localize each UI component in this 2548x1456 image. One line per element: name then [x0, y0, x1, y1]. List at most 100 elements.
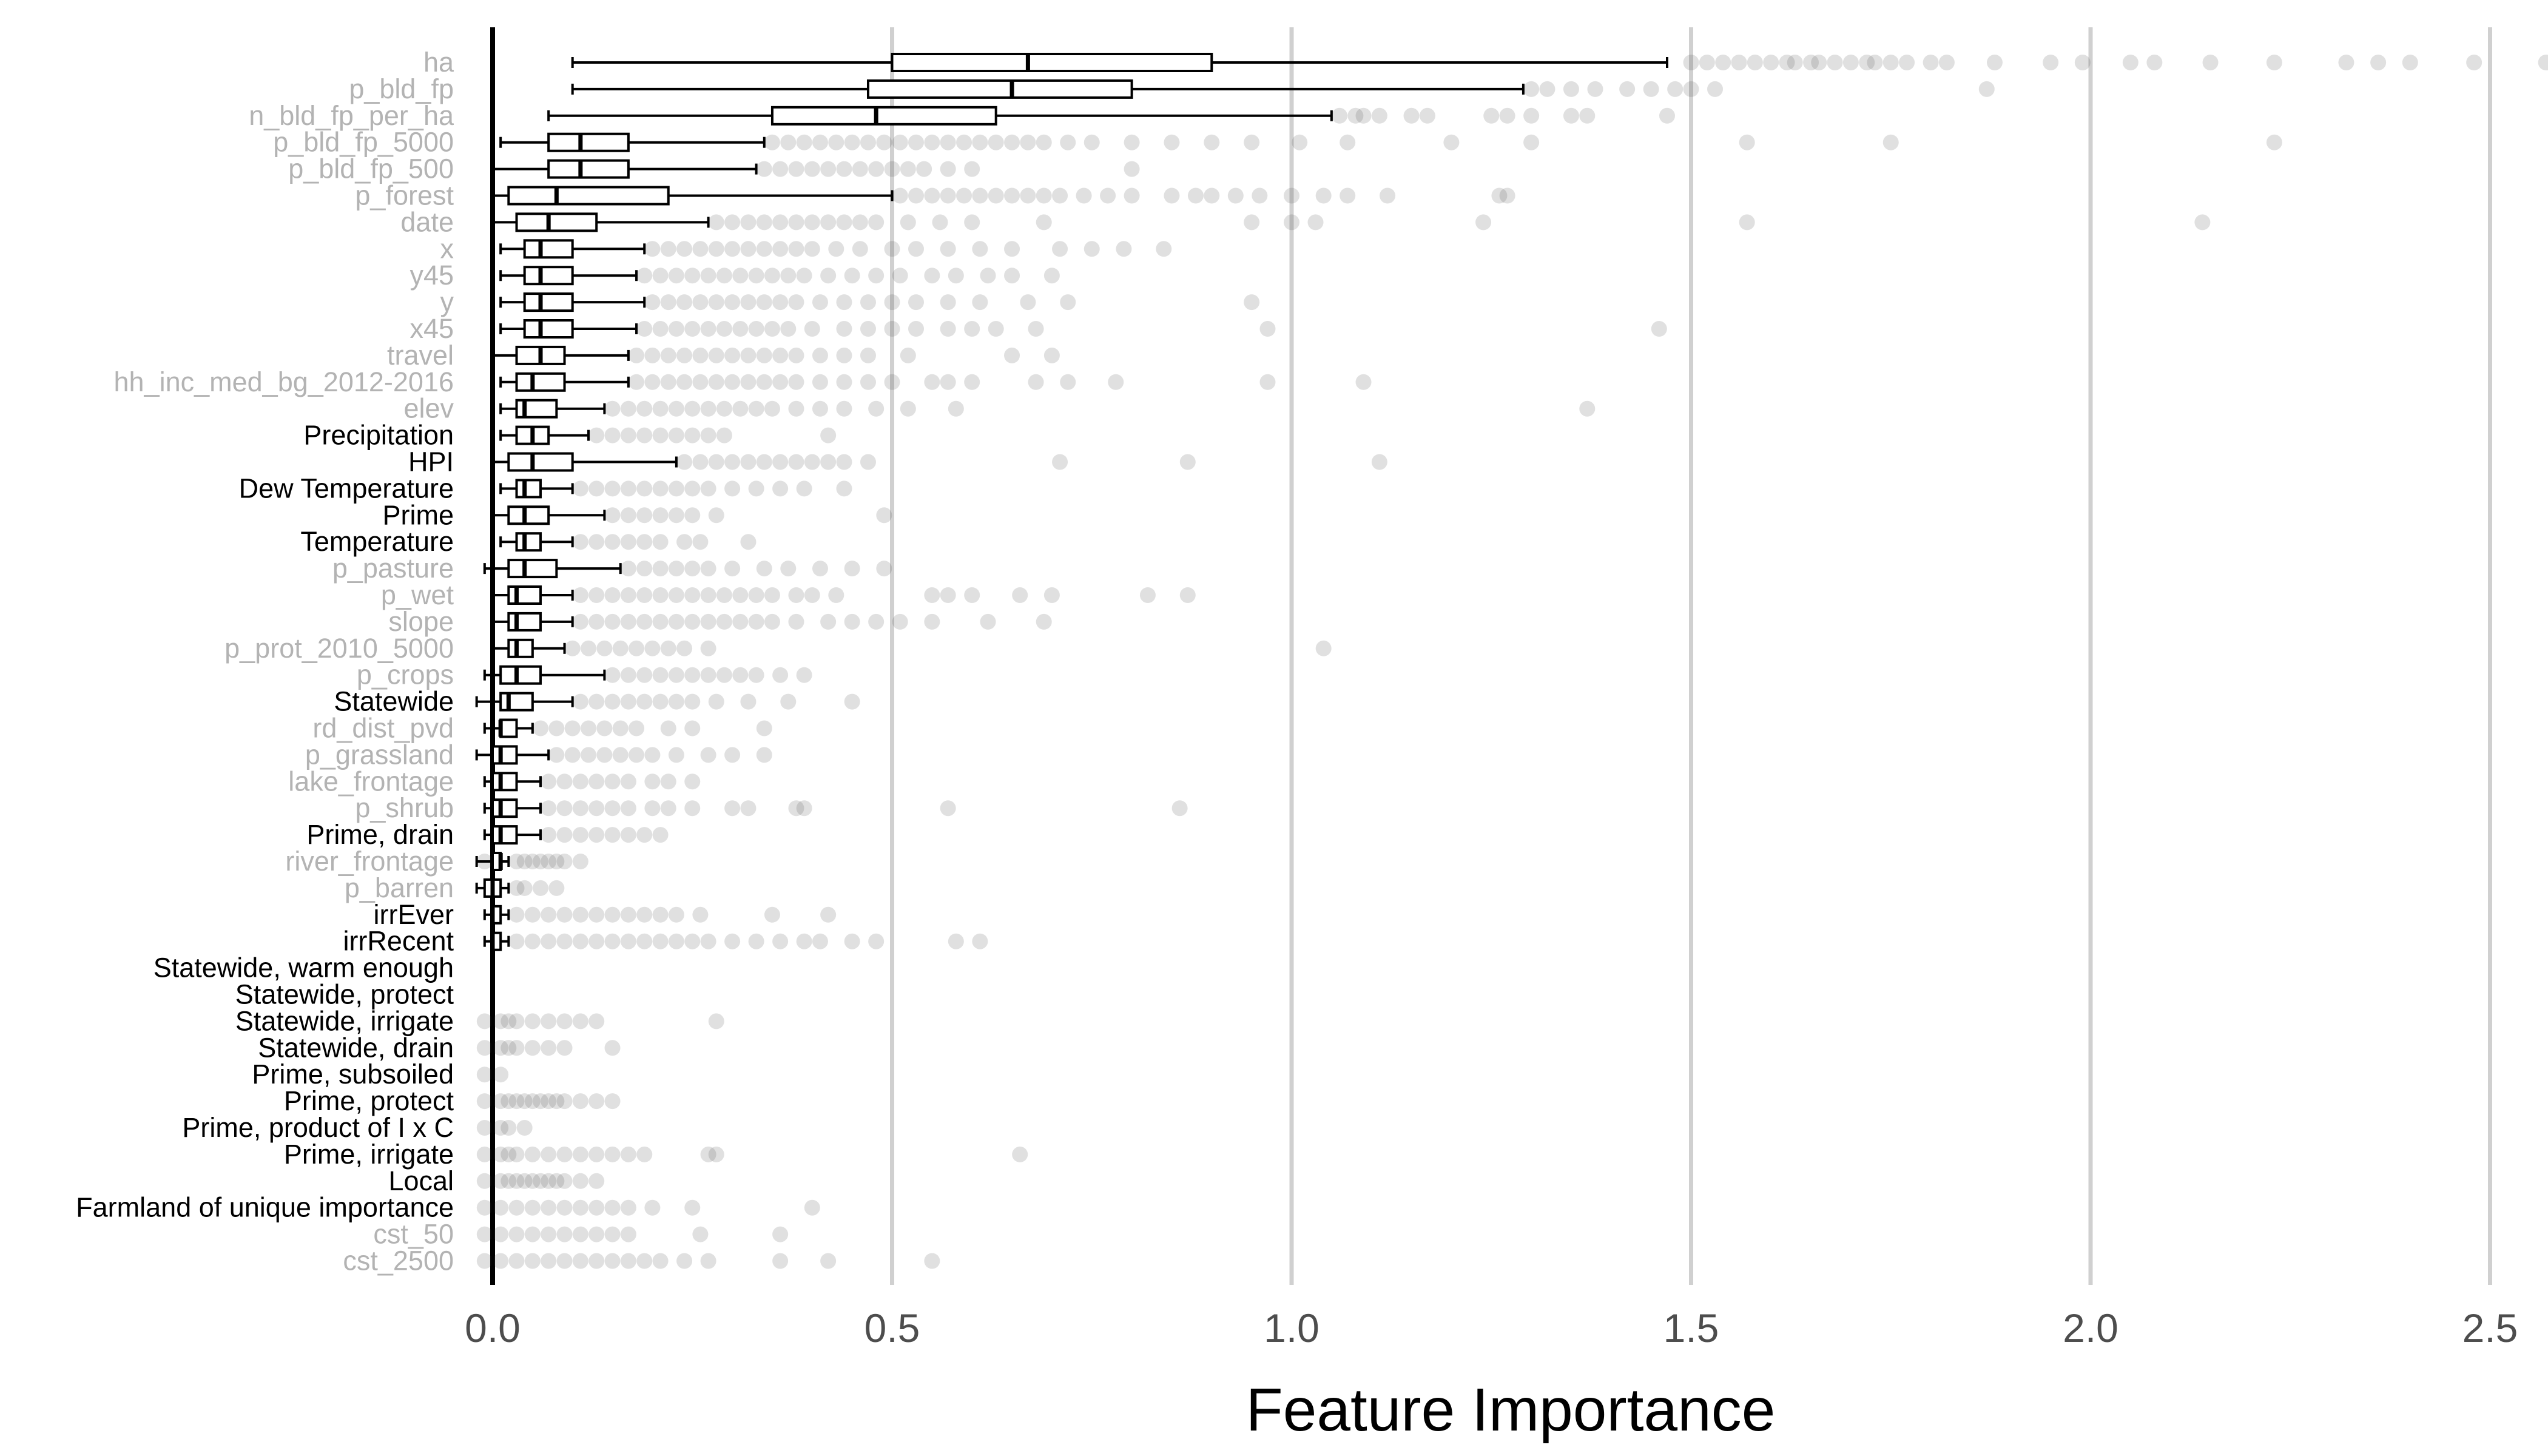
outlier-point [620, 1146, 636, 1162]
outlier-point [524, 1199, 541, 1216]
outlier-point [1419, 107, 1435, 124]
outlier-point [940, 800, 956, 817]
outlier-point [1164, 134, 1180, 150]
outlier-point [772, 241, 789, 257]
outlier-point [748, 667, 764, 683]
outlier-point [708, 1013, 724, 1030]
outlier-point [732, 400, 749, 417]
outlier-point [604, 1253, 621, 1269]
outlier-point [588, 1146, 605, 1162]
iqr-box [507, 452, 574, 472]
category-label: Precipitation [303, 420, 454, 451]
outlier-point [1307, 214, 1324, 231]
outlier-point [940, 134, 956, 150]
iqr-box [547, 159, 630, 179]
outlier-point [652, 507, 669, 524]
outlier-point [836, 400, 852, 417]
outlier-point [1651, 321, 1667, 337]
outlier-point [804, 161, 820, 177]
outlier-point [860, 374, 876, 390]
outlier-point [572, 906, 588, 923]
outlier-point [724, 454, 741, 470]
outlier-point [972, 187, 988, 204]
outlier-point [652, 1253, 669, 1269]
outlier-point [629, 347, 645, 363]
outlier-point [708, 374, 724, 390]
outlier-point [2538, 55, 2548, 70]
outlier-point [740, 800, 757, 817]
outlier-point [700, 561, 716, 577]
category-label: HPI [408, 447, 454, 477]
category-label: p_grassland [305, 739, 454, 770]
outlier-point [516, 1120, 533, 1136]
outlier-point [541, 906, 557, 923]
outlier-point [1036, 613, 1052, 630]
outlier-point [620, 427, 636, 443]
outlier-point [533, 854, 549, 869]
category-label: river_frontage [285, 846, 454, 877]
category-label: Prime [382, 499, 454, 530]
outlier-point [940, 187, 956, 204]
category-label: p_forest [355, 180, 454, 211]
outlier-point [636, 400, 653, 417]
outlier-point [708, 241, 724, 257]
outlier-point [1667, 81, 1684, 97]
outlier-point [556, 1226, 573, 1242]
outlier-point [804, 454, 820, 470]
outlier-point [1004, 134, 1020, 150]
outlier-point [964, 214, 980, 231]
outlier-point [884, 321, 900, 337]
outlier-point [700, 640, 716, 656]
outlier-point [780, 134, 797, 150]
iqr-box [515, 479, 542, 499]
outlier-point [852, 214, 868, 231]
outlier-point [724, 374, 741, 390]
outlier-point [772, 933, 789, 949]
outlier-point [604, 906, 621, 923]
outlier-point [588, 827, 605, 843]
outlier-point [812, 374, 828, 390]
outlier-point [924, 187, 940, 204]
outlier-point [1499, 187, 1515, 204]
outlier-point [1052, 187, 1068, 204]
outlier-point [564, 720, 581, 736]
outlier-point [588, 774, 605, 790]
outlier-point [652, 827, 669, 843]
outlier-point [708, 507, 724, 524]
outlier-point [884, 374, 900, 390]
category-label: Local [388, 1165, 454, 1196]
outlier-point [724, 480, 741, 497]
outlier-point [684, 933, 701, 949]
outlier-point [604, 480, 621, 497]
outlier-point [2043, 55, 2059, 70]
outlier-point [1403, 107, 1420, 124]
outlier-point [1108, 374, 1124, 390]
outlier-point [788, 294, 804, 311]
boxes [475, 53, 1668, 1270]
outlier-point [652, 587, 669, 603]
outlier-point [740, 347, 757, 363]
outlier-point [732, 268, 749, 284]
iqr-box [507, 612, 542, 632]
outlier-point [1100, 187, 1116, 204]
outlier-point [692, 374, 709, 390]
iqr-box [507, 186, 670, 206]
outlier-point [796, 268, 812, 284]
outlier-point [1739, 214, 1755, 231]
outlier-point [1355, 107, 1372, 124]
outlier-point [620, 587, 636, 603]
category-label: lake_frontage [288, 766, 454, 797]
outlier-point [508, 1093, 525, 1110]
outlier-point [676, 374, 693, 390]
outlier-point [940, 294, 956, 311]
outlier-point [972, 933, 988, 949]
outlier-point [660, 374, 676, 390]
outlier-point [1284, 187, 1299, 204]
outlier-point [1171, 800, 1188, 817]
outlier-point [724, 933, 741, 949]
outlier-point [836, 214, 852, 231]
outlier-point [716, 587, 732, 603]
outlier-point [940, 161, 956, 177]
outlier-point [700, 587, 716, 603]
